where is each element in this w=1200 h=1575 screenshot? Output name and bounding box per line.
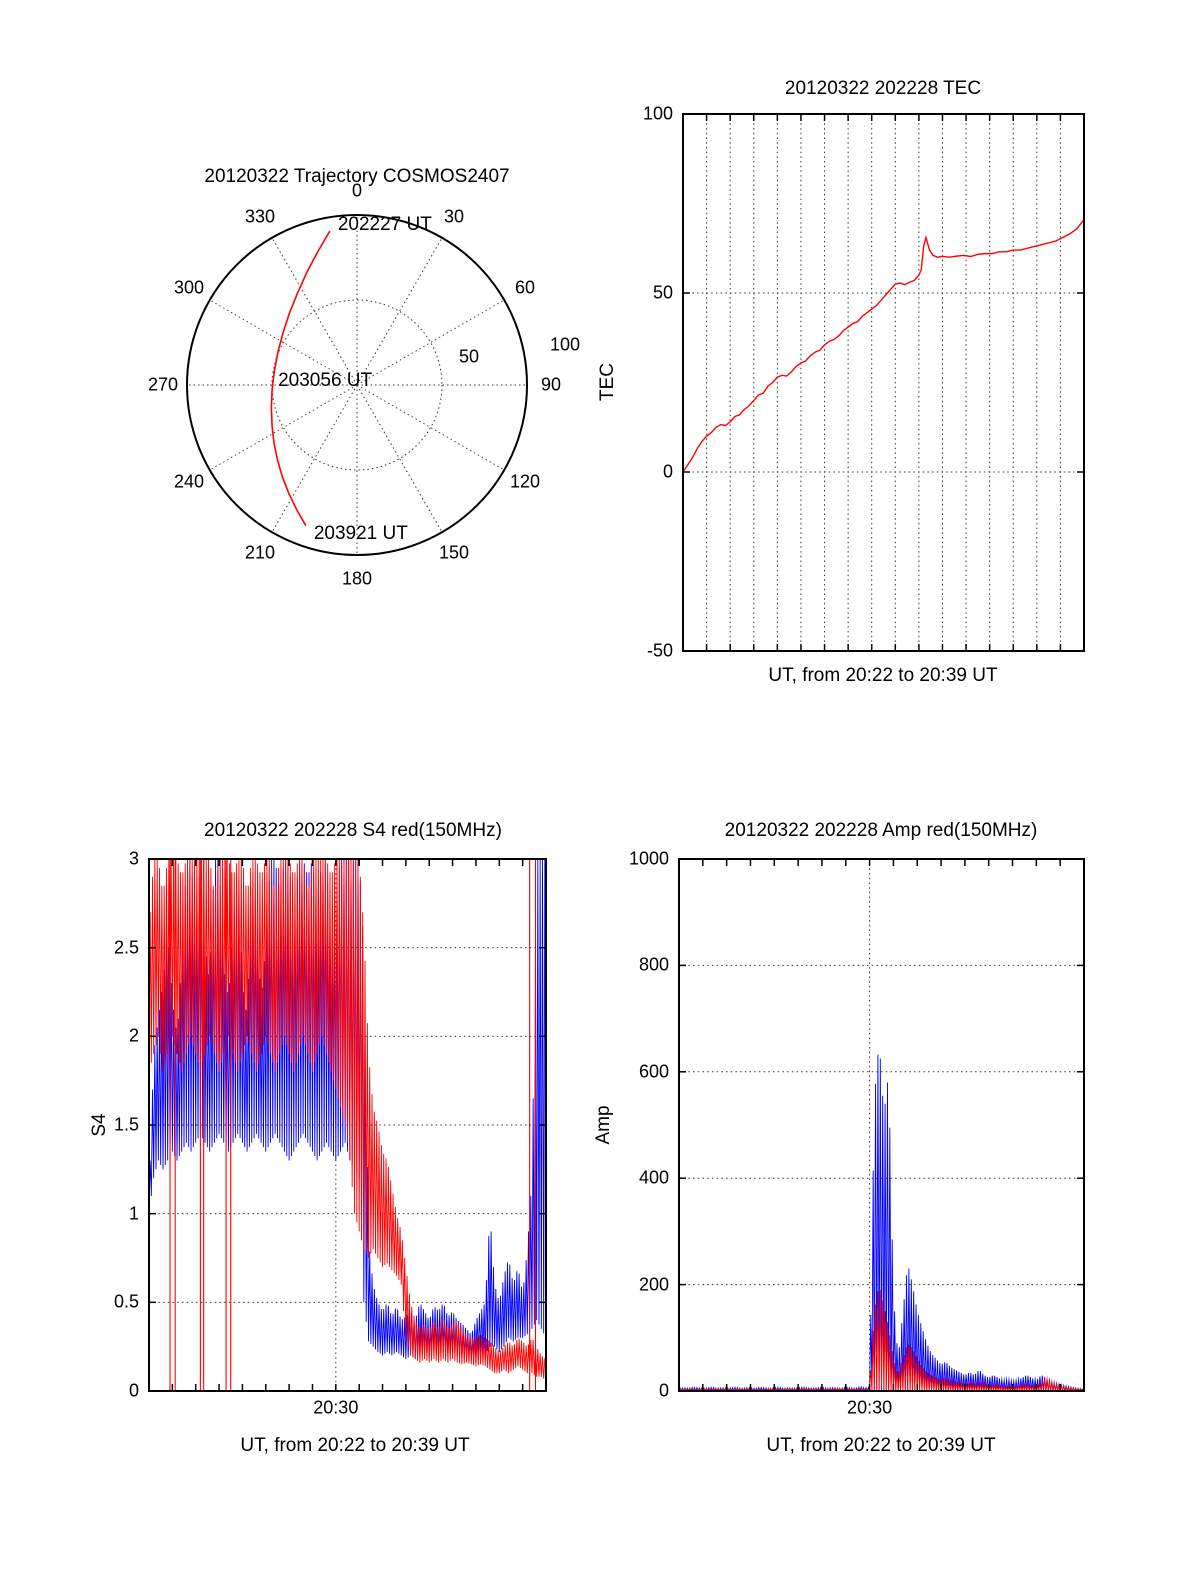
azimuth-tick-label: 210 (244, 542, 276, 563)
azimuth-tick-label: 270 (147, 374, 179, 395)
y-tick-label: 1000 (628, 848, 669, 869)
azimuth-tick-label: 60 (514, 277, 536, 298)
y-tick-label: 2.5 (113, 937, 139, 958)
amp-chart (678, 858, 1085, 1392)
azimuth-tick-label: 330 (244, 206, 276, 227)
trajectory-time-annotation: 202227 UT (337, 213, 432, 235)
y-tick-label: 100 (642, 103, 673, 124)
radial-tick-label: 50 (458, 346, 480, 367)
amp-y-axis-label: Amp (593, 1105, 614, 1145)
azimuth-tick-label: 0 (351, 180, 363, 201)
s4-x-axis-label: UT, from 20:22 to 20:39 UT (240, 1435, 470, 1456)
trajectory-time-annotation: 203921 UT (313, 522, 408, 544)
y-tick-label: 800 (638, 954, 669, 975)
azimuth-tick-label: 120 (509, 471, 541, 492)
s4-chart (148, 858, 547, 1392)
tec-y-axis-label: TEC (597, 363, 618, 401)
y-tick-label: 0.5 (113, 1291, 139, 1312)
radial-tick-label: 100 (549, 334, 581, 355)
y-tick-label: 400 (638, 1167, 669, 1188)
amp-x-axis-label: UT, from 20:22 to 20:39 UT (766, 1435, 996, 1456)
azimuth-tick-label: 90 (540, 374, 562, 395)
y-tick-label: 0 (128, 1380, 139, 1401)
azimuth-tick-label: 240 (173, 471, 205, 492)
x-tick-label: 20:30 (847, 1397, 893, 1418)
azimuth-tick-label: 150 (438, 542, 470, 563)
azimuth-tick-label: 300 (173, 277, 205, 298)
y-tick-label: 1 (128, 1203, 139, 1224)
trajectory-time-annotation: 203056 UT (278, 370, 373, 392)
y-tick-label: 600 (638, 1061, 669, 1082)
y-tick-label: 3 (128, 848, 139, 869)
y-tick-label: 1.5 (113, 1114, 139, 1135)
tec-x-axis-label: UT, from 20:22 to 20:39 UT (768, 665, 998, 686)
y-tick-label: 2 (128, 1025, 139, 1046)
y-tick-label: -50 (646, 640, 673, 661)
y-tick-label: 50 (652, 282, 673, 303)
y-tick-label: 0 (662, 461, 673, 482)
azimuth-tick-label: 180 (341, 568, 373, 589)
tec-title: 20120322 202228 TEC (784, 78, 982, 99)
tec-chart (682, 113, 1085, 652)
trajectory-polar-chart (127, 165, 587, 605)
s4-title: 20120322 202228 S4 red(150MHz) (204, 820, 502, 841)
y-tick-label: 200 (638, 1274, 669, 1295)
s4-y-axis-label: S4 (89, 1113, 110, 1137)
azimuth-tick-label: 30 (443, 206, 465, 227)
x-tick-label: 20:30 (313, 1397, 359, 1418)
y-tick-label: 0 (658, 1380, 669, 1401)
amp-title: 20120322 202228 Amp red(150MHz) (724, 820, 1038, 841)
